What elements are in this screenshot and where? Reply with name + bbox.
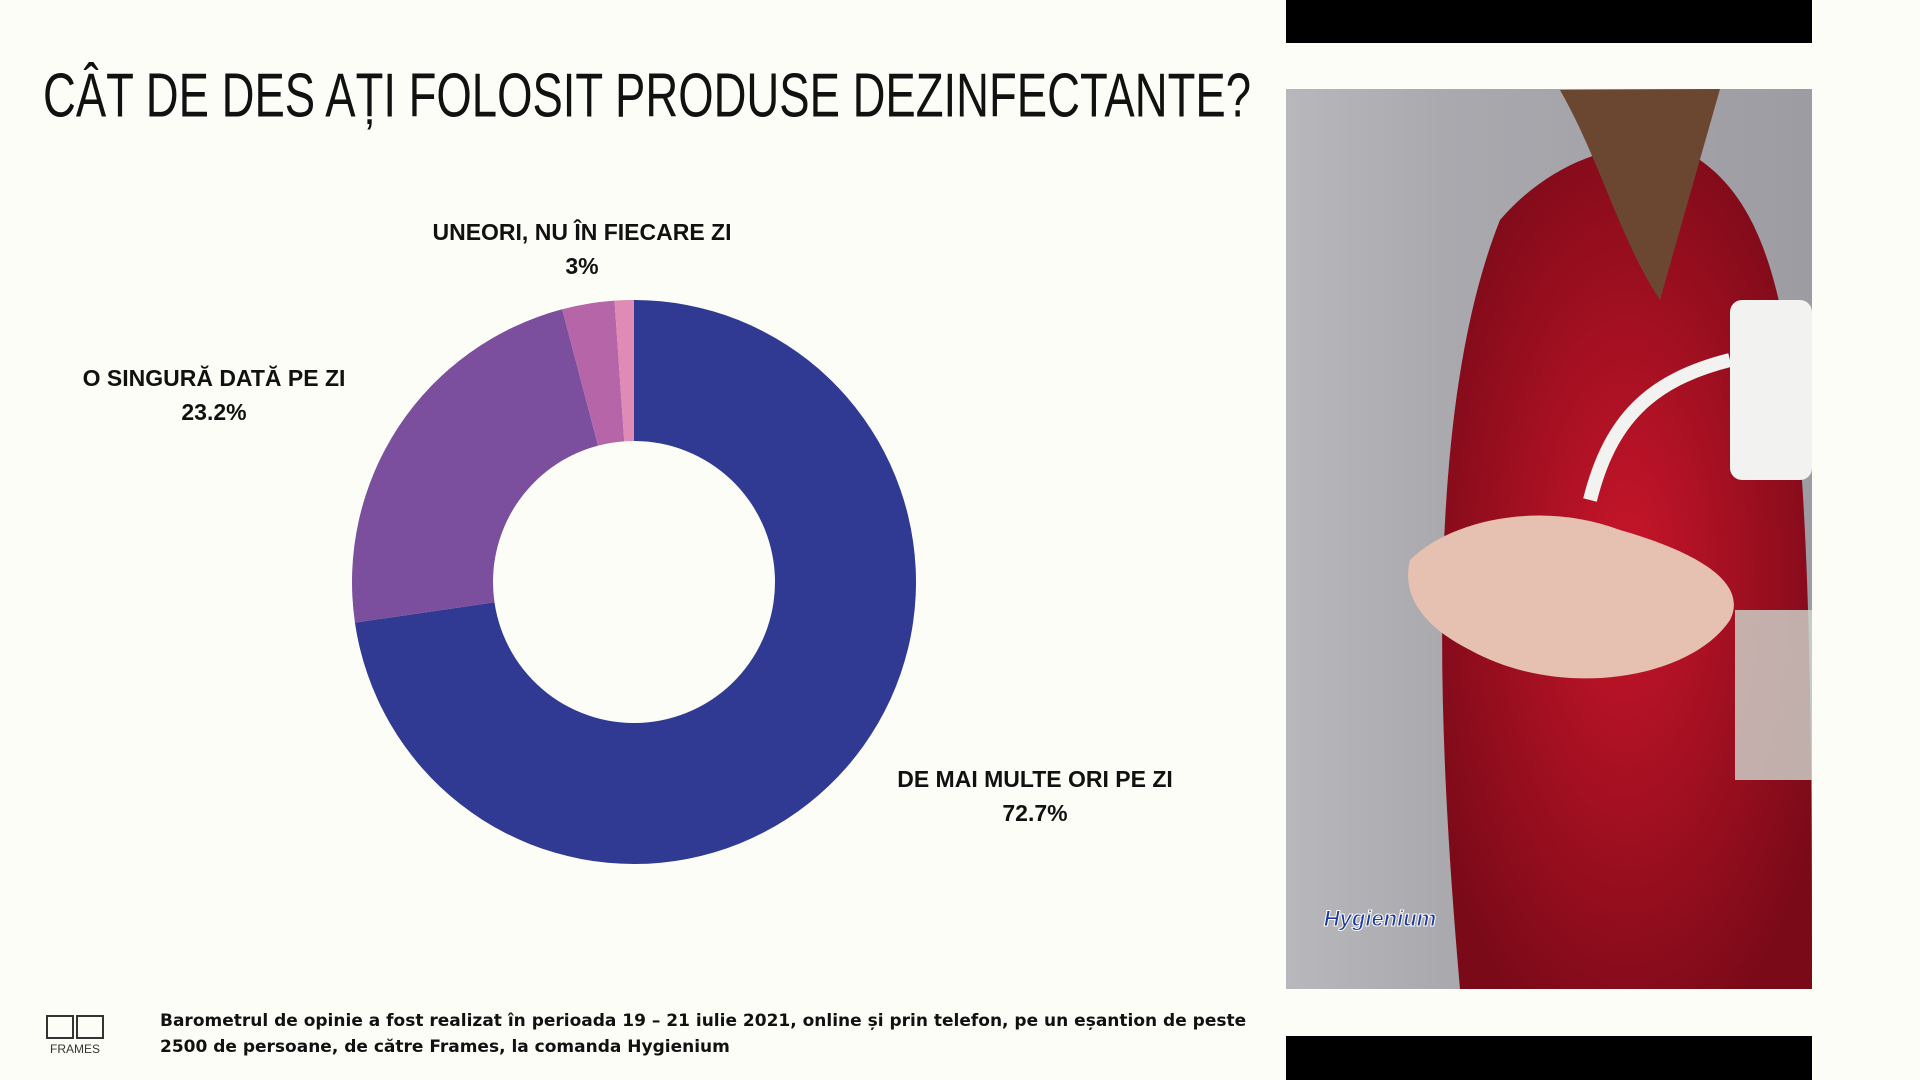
slice-label: O SINGURĂ DATĂ PE ZI [83, 364, 346, 391]
value-label: 23.2% [181, 399, 246, 425]
value-label: 72.7% [1002, 800, 1067, 826]
donut-slice [562, 300, 625, 446]
logo-text: FRAMES [50, 1042, 100, 1056]
slice-label: DE MAI MULTE ORI PE ZI [897, 766, 1173, 792]
photo: Hygienium [1286, 89, 1812, 989]
title: CÂT DE DES AȚI FOLOSIT PRODUSE DEZINFECT… [43, 61, 1251, 130]
bottom-bar [1286, 1036, 1812, 1080]
slice-label: UNEORI, NU ÎN FIECARE ZI [432, 218, 731, 245]
donut-slice [352, 309, 599, 623]
footer-note: Barometrul de opinie a fost realizat în … [160, 1011, 1247, 1057]
top-bar [1286, 0, 1812, 43]
brand-logo: Hygienium [1324, 906, 1436, 931]
footer-logo: FRAMES [46, 1015, 104, 1056]
value-label: 3% [565, 253, 598, 279]
donut-slice [354, 300, 917, 865]
donut-slice [614, 300, 634, 442]
